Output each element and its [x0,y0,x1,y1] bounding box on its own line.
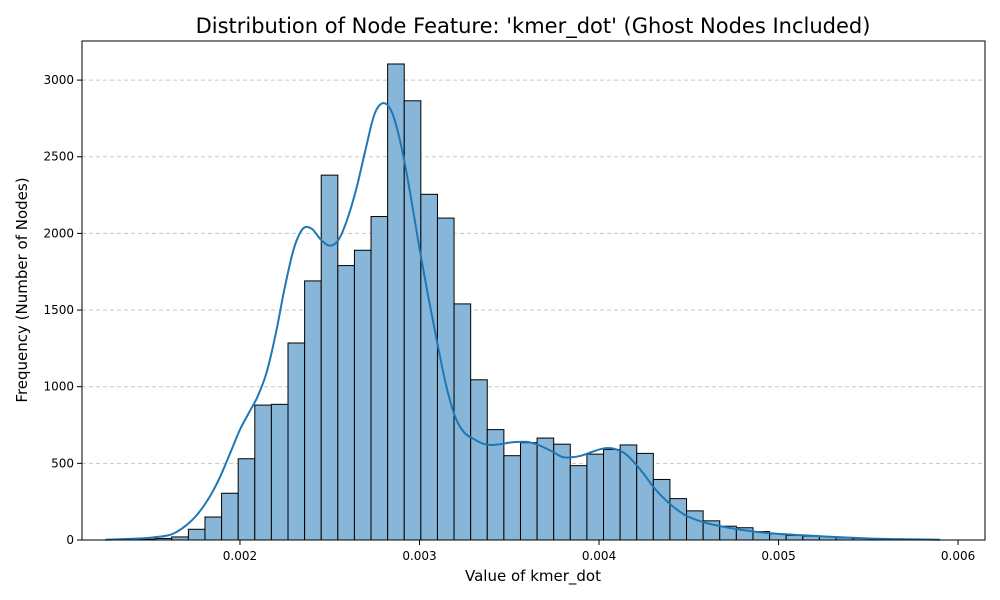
y-tick-label-2: 1000 [43,380,74,394]
x-tick-label-3: 0.005 [761,549,795,563]
histogram-bar-27 [553,443,571,541]
x-axis-label: Value of kmer_dot [465,567,601,586]
kde-curve [105,102,941,541]
histogram-bar-15 [353,249,372,541]
histogram-bar-28 [569,465,588,541]
y-tick-label-0: 0 [66,533,74,547]
x-axis-ticks: 0.002 0.003 0.004 0.005 0.006 [223,540,975,563]
histogram-bars [121,63,937,541]
y-axis-label: Frequency (Number of Nodes) [13,177,31,402]
chart-title: Distribution of Node Feature: 'kmer_dot'… [196,14,871,39]
histogram-bar-7 [221,492,239,541]
histogram-bar-16 [370,216,389,541]
grid-lines [82,79,985,464]
x-tick-label-1: 0.003 [402,549,436,563]
y-tick-label-5: 2500 [43,150,74,164]
histogram-bar-22 [470,379,488,541]
x-tick-label-4: 0.006 [941,549,975,563]
y-tick-label-6: 3000 [43,73,74,87]
plot-frame [81,40,986,541]
histogram-bar-25 [519,442,538,541]
histogram-bar-13 [320,174,339,541]
histogram-bar-10 [270,403,289,541]
histogram-bar-11 [287,342,306,541]
histogram-bar-23 [486,429,505,541]
y-axis-ticks: 0 500 1000 1500 2000 2500 3000 [43,73,82,547]
histogram-bar-30 [603,449,621,541]
histogram-bar-26 [536,437,555,541]
y-tick-label-4: 2000 [43,226,74,240]
histogram-bar-19 [420,193,438,541]
histogram-bar-18 [403,100,422,541]
histogram-bar-17 [387,63,405,541]
histogram-bar-32 [636,452,654,541]
x-tick-label-0: 0.002 [223,549,257,563]
y-tick-label-1: 500 [51,456,74,470]
histogram-bar-14 [337,265,355,541]
histogram-bar-35 [686,510,704,541]
x-tick-label-2: 0.004 [582,549,616,563]
histogram-bar-12 [304,280,322,541]
histogram-bar-6 [204,516,223,541]
histogram-bar-31 [619,444,638,541]
histogram-bar-29 [586,453,605,541]
histogram-bar-9 [254,404,272,541]
histogram-bar-20 [436,217,455,541]
y-tick-label-3: 1500 [43,303,74,317]
histogram-bar-5 [187,528,206,541]
histogram-bar-8 [237,458,256,541]
histogram-bar-24 [503,455,521,541]
